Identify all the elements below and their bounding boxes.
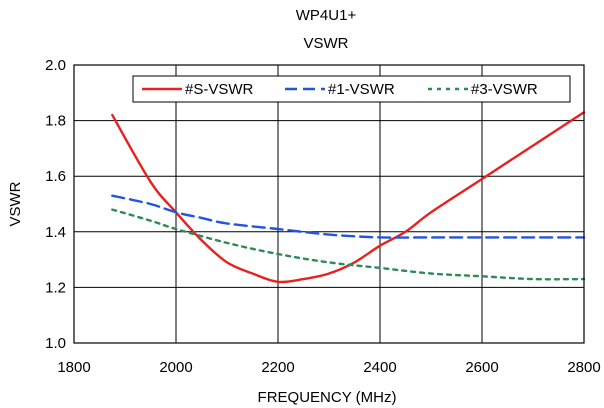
y-tick-label: 1.6 — [45, 168, 66, 185]
legend-label-1-vswr: #1-VSWR — [328, 81, 395, 98]
series-line-3-vswr — [111, 208, 586, 281]
legend-label-3-vswr: #3-VSWR — [471, 81, 538, 98]
plot-frame — [73, 64, 585, 344]
y-tick-label: 1.0 — [45, 335, 66, 352]
x-tick-label: 1800 — [57, 359, 90, 376]
y-tick-label: 1.2 — [45, 279, 66, 296]
x-tick-label: 2200 — [261, 359, 294, 376]
chart-subtitle: VSWR — [304, 35, 349, 52]
chart-title: WP4U1+ — [296, 7, 357, 24]
x-tick-label: 2400 — [363, 359, 396, 376]
x-tick-label: 2600 — [465, 359, 498, 376]
series-line-s-vswr — [111, 111, 586, 284]
y-tick-label: 2.0 — [45, 57, 66, 74]
x-axis-label: FREQUENCY (MHz) — [258, 389, 397, 406]
tick-labels: 1800 2000 2200 2400 2600 2800 1.0 1.2 1.4 1.6 1.8 2… — [45, 57, 601, 376]
y-tick-label: 1.8 — [45, 113, 66, 130]
series-layer — [111, 111, 586, 284]
legend: #S-VSWR #1-VSWR #3-VSWR — [132, 75, 571, 103]
series-line-1-vswr — [111, 194, 586, 239]
y-axis-label: VSWR — [7, 181, 24, 226]
y-tick-label: 1.4 — [45, 224, 66, 241]
x-tick-label: 2800 — [567, 359, 600, 376]
x-tick-label: 2000 — [159, 359, 192, 376]
legend-label-s-vswr: #S-VSWR — [185, 81, 254, 98]
legend-box — [132, 75, 571, 103]
